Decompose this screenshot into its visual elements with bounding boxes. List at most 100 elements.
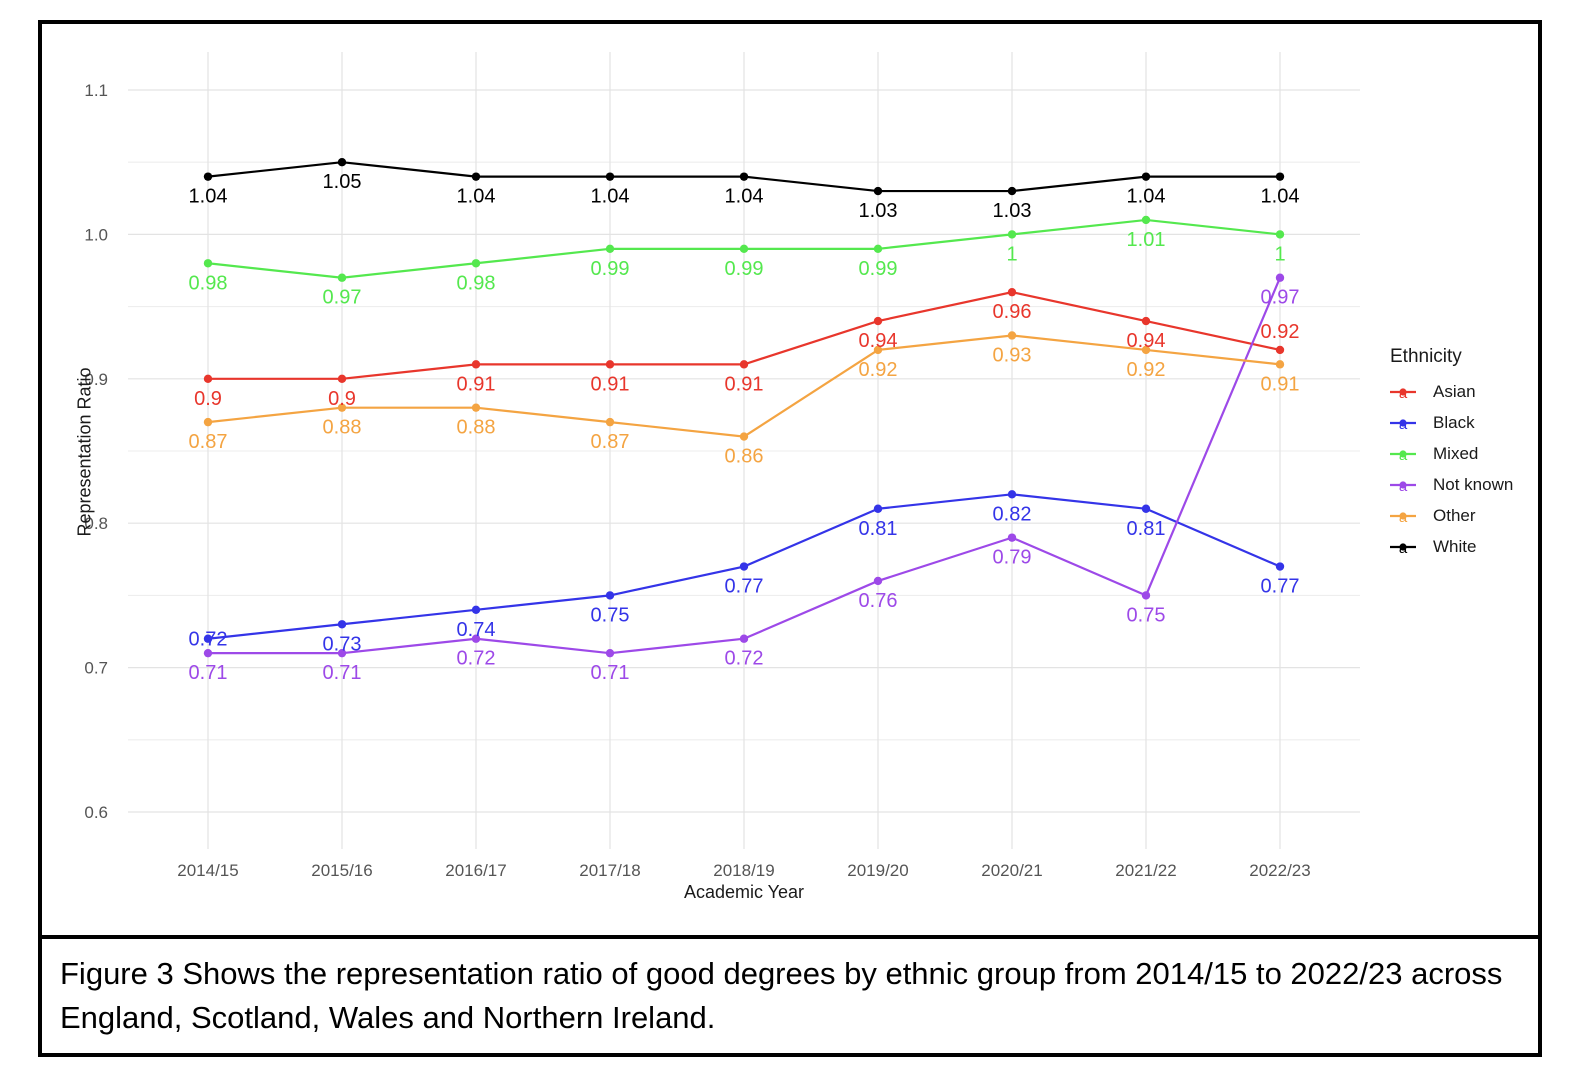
legend-entries: a Asian a Black a Mixed a Not known a Other a White — [1390, 376, 1513, 562]
x-tick-label: 2018/19 — [713, 861, 774, 880]
data-point-other — [1007, 331, 1017, 340]
legend-key-icon: a — [1390, 478, 1416, 495]
legend-item-white: a White — [1390, 531, 1513, 562]
point-label-other: 0.88 — [323, 417, 362, 439]
data-point-asian — [1007, 287, 1017, 297]
y-tick-label: 1.0 — [84, 225, 108, 244]
x-tick-label: 2014/15 — [177, 861, 238, 880]
data-point-not-known — [203, 648, 213, 658]
data-point-other — [873, 345, 883, 355]
data-point-not-known — [1007, 533, 1017, 542]
point-label-asian: 0.94 — [859, 330, 898, 352]
y-tick-label: 0.6 — [84, 803, 108, 822]
legend-item-label: Mixed — [1433, 443, 1479, 463]
point-label-mixed: 0.99 — [859, 258, 898, 280]
point-label-mixed: 1.01 — [1127, 229, 1166, 251]
data-point-black — [203, 634, 213, 643]
data-point-not-known — [471, 634, 481, 643]
legend-item-asian: a Asian — [1390, 376, 1513, 407]
svg-text:a: a — [1399, 385, 1408, 402]
data-point-white — [471, 172, 481, 181]
point-label-other: 0.93 — [993, 344, 1032, 366]
point-label-white: 1.04 — [1261, 186, 1300, 208]
point-label-white: 1.04 — [725, 186, 764, 208]
data-point-not-known — [873, 576, 883, 586]
point-label-black: 0.73 — [323, 633, 362, 655]
point-label-mixed: 0.99 — [591, 258, 630, 280]
y-tick-label: 0.7 — [84, 659, 108, 678]
data-point-black — [337, 620, 347, 629]
data-point-white — [203, 172, 213, 181]
data-point-asian — [605, 360, 615, 369]
x-tick-label: 2016/17 — [445, 861, 506, 880]
data-point-mixed — [1141, 215, 1151, 225]
svg-text:a: a — [1399, 416, 1408, 433]
data-point-mixed — [203, 259, 213, 268]
point-label-mixed: 0.98 — [189, 272, 228, 294]
data-point-black — [739, 562, 749, 571]
legend-item-other: a Other — [1390, 500, 1513, 531]
data-point-mixed — [739, 244, 749, 254]
data-point-white — [1275, 172, 1285, 181]
point-label-not-known: 0.72 — [457, 648, 496, 670]
legend-key-icon: a — [1390, 447, 1416, 464]
data-point-mixed — [873, 244, 883, 254]
point-label-black: 0.74 — [457, 619, 496, 641]
point-label-mixed: 0.97 — [323, 287, 362, 309]
point-label-black: 0.81 — [1127, 518, 1166, 540]
point-label-other: 0.91 — [1261, 373, 1300, 395]
data-point-asian — [337, 374, 347, 383]
x-tick-label: 2017/18 — [579, 861, 640, 880]
data-point-white — [605, 172, 615, 181]
data-point-not-known — [1275, 273, 1285, 282]
data-point-black — [1007, 490, 1017, 499]
point-label-asian: 0.9 — [194, 388, 222, 410]
svg-text:a: a — [1399, 509, 1408, 526]
data-point-white — [1141, 172, 1151, 181]
figure-caption-box: Figure 3 Shows the representation ratio … — [42, 935, 1538, 1040]
point-label-white: 1.03 — [859, 200, 898, 222]
point-label-mixed: 1 — [1006, 243, 1017, 265]
svg-text:a: a — [1399, 478, 1408, 495]
point-label-white: 1.04 — [189, 186, 228, 208]
y-tick-label: 0.9 — [84, 370, 108, 389]
x-tick-label: 2020/21 — [981, 861, 1042, 880]
x-tick-label: 2015/16 — [311, 861, 372, 880]
legend-item-label: Black — [1433, 412, 1475, 432]
legend-title: Ethnicity — [1390, 346, 1462, 367]
legend-item-mixed: a Mixed — [1390, 438, 1513, 469]
data-point-mixed — [471, 259, 481, 268]
point-label-asian: 0.91 — [591, 373, 630, 395]
point-label-not-known: 0.72 — [725, 648, 764, 670]
data-point-white — [873, 186, 883, 196]
svg-text:a: a — [1399, 447, 1408, 464]
legend-key-icon: a — [1390, 416, 1416, 433]
point-label-other: 0.88 — [457, 417, 496, 439]
legend-item-not-known: a Not known — [1390, 469, 1513, 500]
point-label-white: 1.04 — [457, 186, 496, 208]
data-point-mixed — [1007, 230, 1017, 239]
data-point-mixed — [605, 244, 615, 254]
data-point-black — [873, 504, 883, 513]
y-tick-label: 1.1 — [84, 81, 108, 100]
legend-item-label: White — [1433, 536, 1477, 556]
point-label-mixed: 0.98 — [457, 272, 496, 294]
point-label-white: 1.04 — [591, 186, 630, 208]
x-tick-label: 2019/20 — [847, 861, 908, 880]
data-point-not-known — [605, 648, 615, 658]
point-label-not-known: 0.75 — [1127, 604, 1166, 626]
point-label-black: 0.75 — [591, 604, 630, 626]
point-label-not-known: 0.71 — [591, 662, 630, 684]
data-point-asian — [203, 374, 213, 383]
point-label-white: 1.05 — [323, 171, 362, 193]
chart-container: 0.9 0.9 0.91 0.91 0.91 0.94 0.96 0.94 0.92 0.72 0.… — [42, 24, 1538, 935]
legend-item-label: Asian — [1433, 381, 1476, 401]
data-point-white — [337, 158, 347, 167]
point-label-not-known: 0.97 — [1261, 287, 1300, 309]
data-point-other — [739, 432, 749, 441]
point-label-mixed: 0.99 — [725, 258, 764, 280]
data-point-asian — [1141, 316, 1151, 326]
point-label-other: 0.87 — [189, 431, 228, 453]
legend: Ethnicity a Asian a Black a Mixed a Not known a O… — [1390, 346, 1513, 562]
figure-frame: 0.9 0.9 0.91 0.91 0.91 0.94 0.96 0.94 0.92 0.72 0.… — [38, 20, 1542, 1057]
